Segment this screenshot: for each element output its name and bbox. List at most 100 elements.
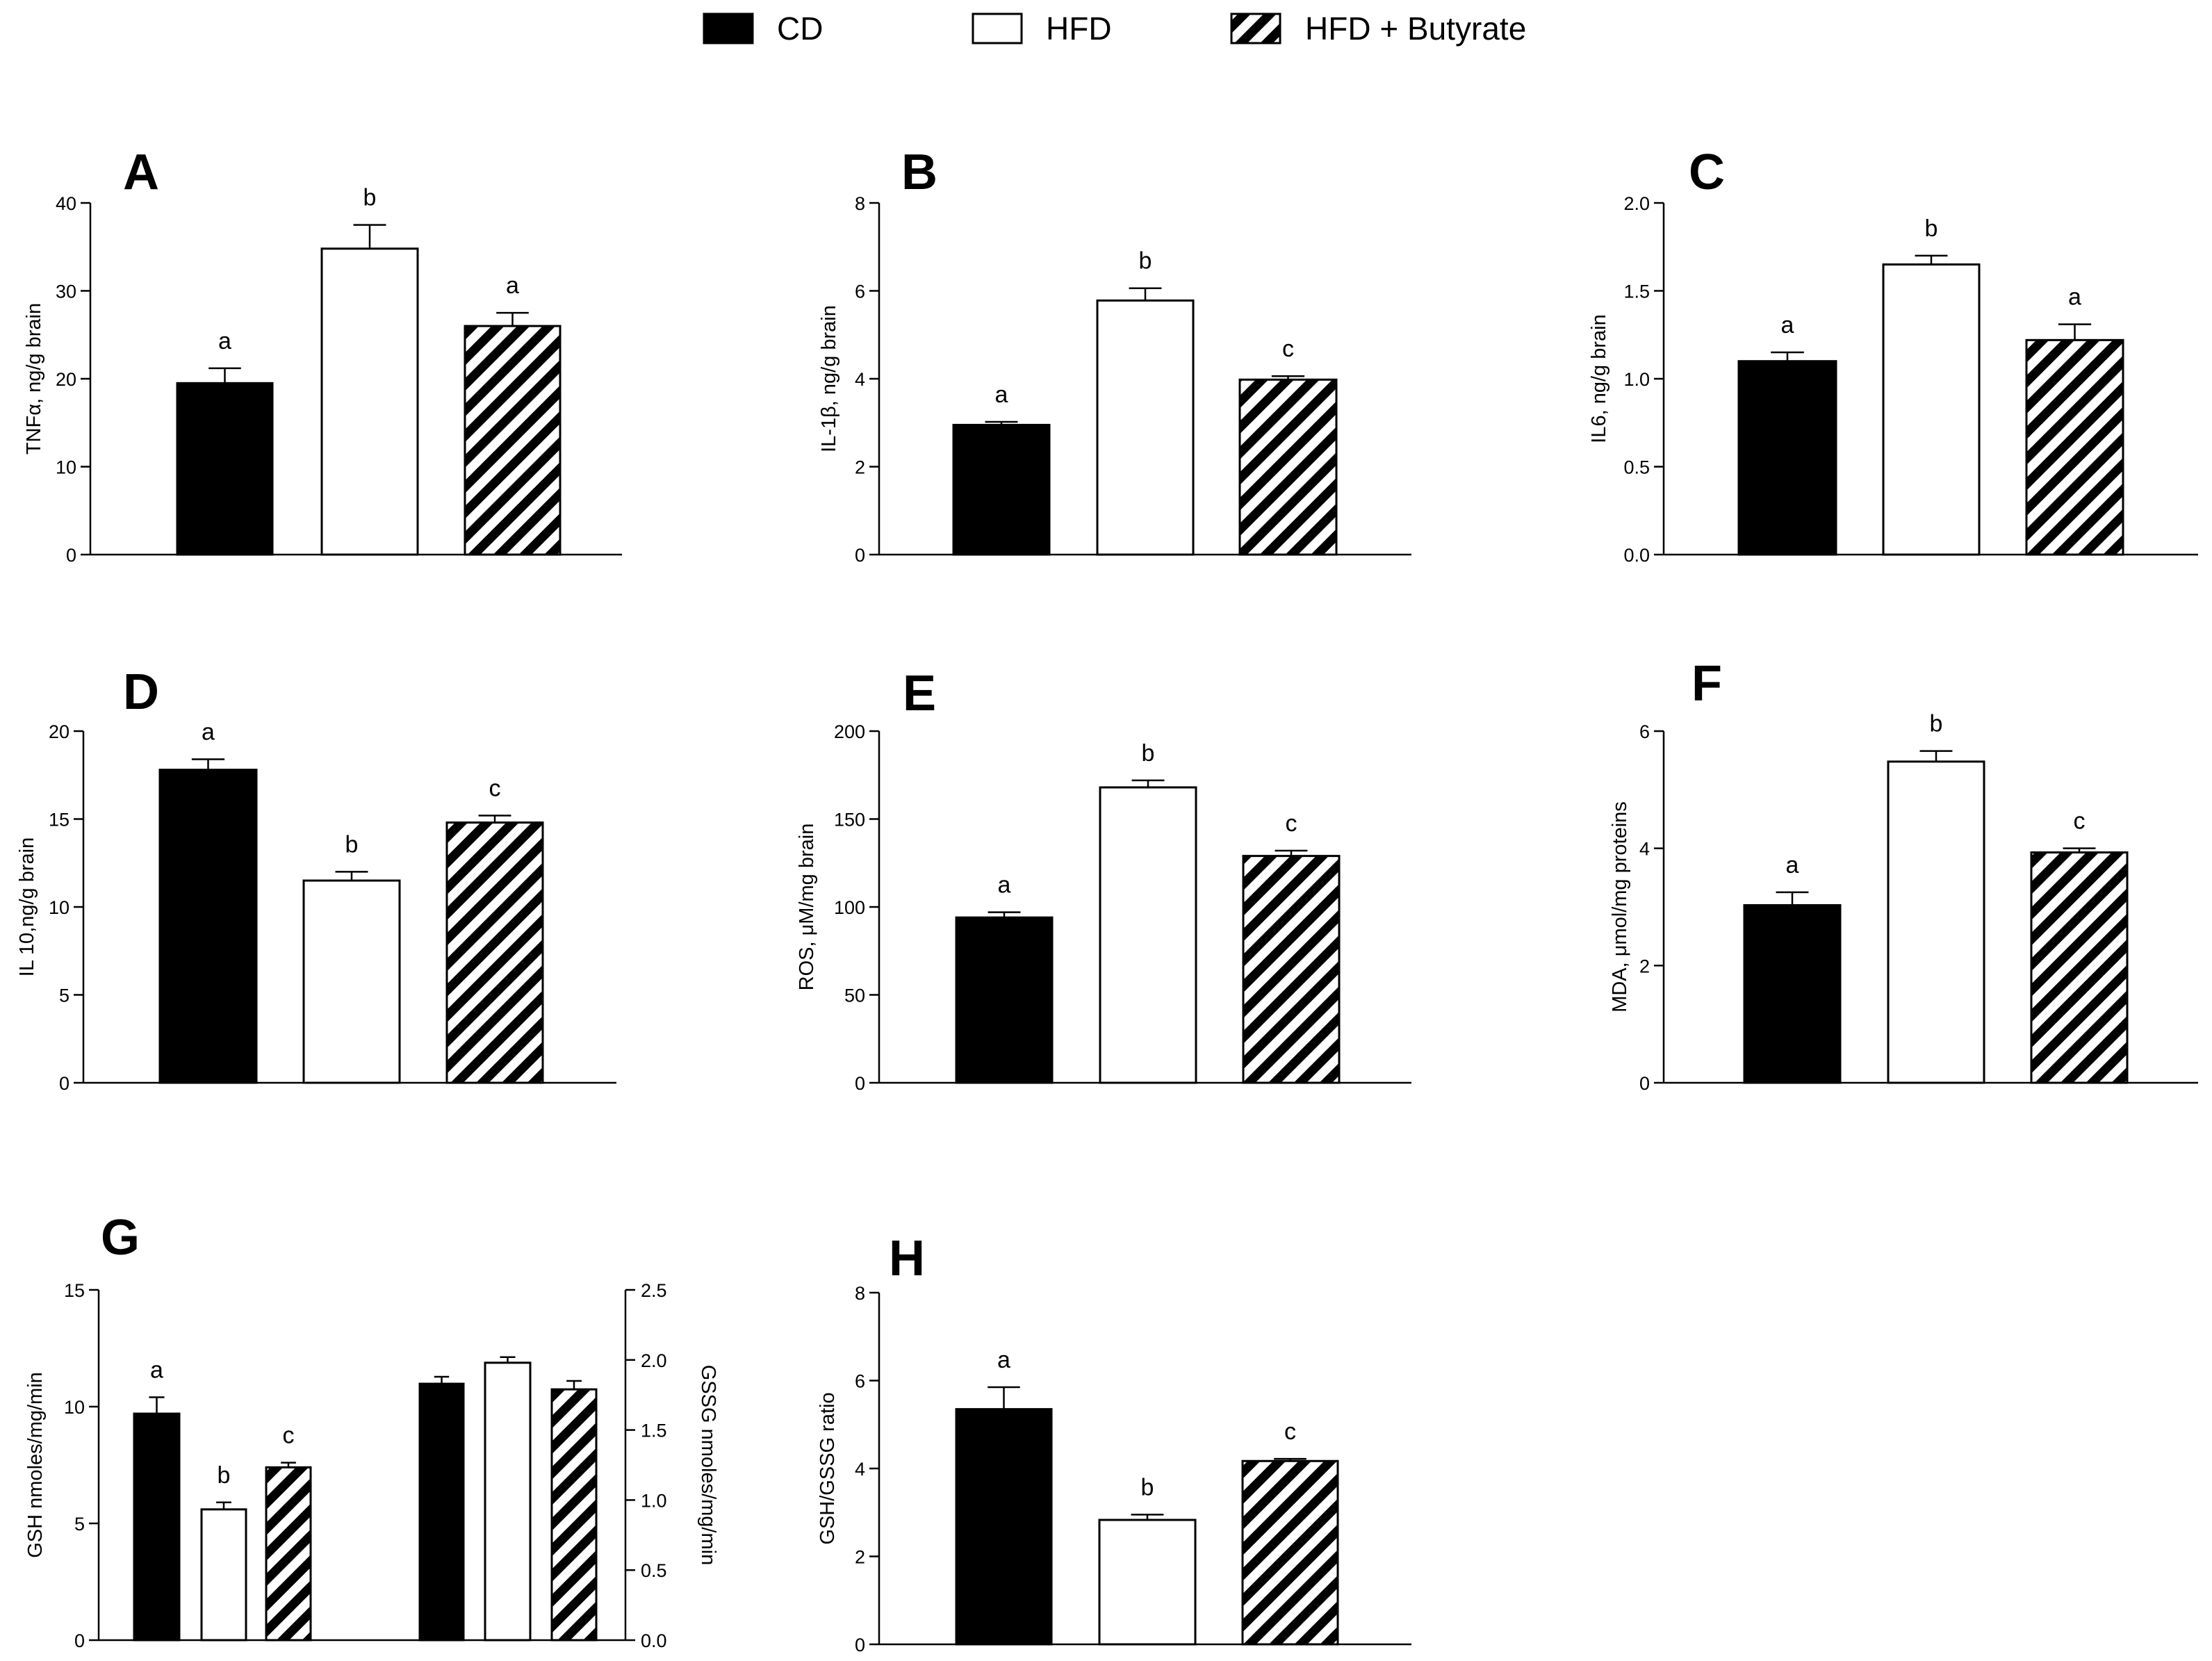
panel-c-y-axis-label: IL6, ng/g brain xyxy=(1588,314,1610,443)
panel-c-y-tick-label: 0.0 xyxy=(1623,545,1650,566)
panel-h-cd-sig-label: a xyxy=(997,1347,1010,1373)
panel-c-y-tick-label: 1.5 xyxy=(1623,281,1650,302)
panel-c-letter: C xyxy=(1689,145,1725,200)
panel-b-hfd-butyrate-sig-label: c xyxy=(1282,336,1294,362)
panel-g-y-tick-label: 15 xyxy=(64,1280,85,1301)
panel-g-gsh-hfd-butyrate-bar xyxy=(265,1466,312,1642)
panel-a-y-tick-label: 0 xyxy=(66,545,76,566)
panel-f-cd-bar xyxy=(1743,903,1842,1084)
panel-b-y-tick-label: 2 xyxy=(855,457,865,478)
panel-b-letter: B xyxy=(901,145,937,200)
panel-c-hfd-bar xyxy=(1882,263,1981,556)
panel-c-y-tick-label: 2.0 xyxy=(1623,193,1650,214)
panel-c-y-tick-label: 0.5 xyxy=(1623,457,1650,478)
panel-g-y-axis-label: GSH nmoles/mg/min xyxy=(24,1372,47,1558)
panel-e-hfd-bar xyxy=(1099,786,1197,1084)
panel-d-hfd-butyrate-sig-label: c xyxy=(489,775,501,801)
panel-d-il10-chart: D 0 5 10 15 20 IL 10,ng/g brain a b c xyxy=(16,664,616,1094)
panel-h-y-tick-label: 6 xyxy=(855,1371,865,1392)
panel-c-cd-bar xyxy=(1737,360,1837,556)
panel-e-y-axis-label: ROS, μM/mg brain xyxy=(796,824,818,991)
panel-h-cd-bar xyxy=(955,1408,1053,1646)
panel-f-hfd-butyrate-sig-label: c xyxy=(2074,808,2086,835)
panel-g-y-tick-label: 5 xyxy=(74,1514,85,1535)
panel-d-cd-bar xyxy=(158,769,258,1084)
panel-a-y-tick-label: 20 xyxy=(56,369,76,390)
panel-e-hfd-sig-label: b xyxy=(1142,740,1155,767)
panel-h-hfd-sig-label: b xyxy=(1141,1474,1154,1500)
panel-b-cd-bar xyxy=(952,423,1051,556)
panel-f-y-tick-label: 0 xyxy=(1639,1073,1650,1094)
panel-a-y-tick-label: 10 xyxy=(56,457,76,478)
panel-e-cd-sig-label: a xyxy=(998,872,1011,899)
panel-h-gsh-gssg-ratio-chart: H 0 2 4 6 8 GSH/GSSG ratio a b c xyxy=(817,1231,1411,1655)
panel-a-letter: A xyxy=(123,145,159,200)
panel-a-y-tick-label: 30 xyxy=(56,281,76,302)
panel-d-cd-sig-label: a xyxy=(202,719,215,745)
panel-e-ros-chart: E 0 50 100 150 200 ROS, μM/mg brain a b c xyxy=(796,666,1411,1094)
panel-h-y-axis-label: GSH/GSSG ratio xyxy=(817,1392,839,1544)
panel-e-cd-bar xyxy=(955,916,1054,1084)
panel-g-gssg-hfd-bar xyxy=(484,1361,532,1642)
panel-b-hfd-sig-label: b xyxy=(1139,248,1152,275)
panel-d-hfd-bar xyxy=(302,879,401,1084)
panel-f-mda-chart: F 0 2 4 6 MDA, μmol/mg proteins a b c xyxy=(1609,656,2198,1094)
panel-a-hfd-sig-label: b xyxy=(363,185,377,211)
panel-h-hfd-bar xyxy=(1098,1519,1197,1646)
panel-b-y-tick-label: 0 xyxy=(855,545,865,566)
panel-f-hfd-butyrate-bar xyxy=(2030,851,2129,1084)
panel-g-letter: G xyxy=(101,1210,140,1266)
panel-g-y2-tick-label: 1.0 xyxy=(641,1490,667,1511)
panel-a-cd-sig-label: a xyxy=(218,328,231,354)
panel-a-y-axis-label: TNFα, ng/g brain xyxy=(23,303,45,455)
panel-e-y-tick-label: 50 xyxy=(844,985,865,1006)
panel-g-gsh-hfd-butyrate-sig-label: c xyxy=(283,1423,295,1449)
panel-g-gsh-cd-sig-label: a xyxy=(150,1357,163,1384)
panel-d-y-tick-label: 20 xyxy=(49,721,69,742)
panel-b-y-tick-label: 8 xyxy=(855,193,865,214)
legend: CD HFD HFD + Butyrate xyxy=(703,10,1526,47)
panel-d-y-tick-label: 5 xyxy=(59,985,69,1006)
panel-e-letter: E xyxy=(903,666,936,721)
panel-f-letter: F xyxy=(1691,656,1722,712)
panel-e-y-tick-label: 0 xyxy=(855,1073,865,1094)
legend-swatch-hfd-butyrate xyxy=(1230,13,1281,44)
panel-h-y-tick-label: 2 xyxy=(855,1547,865,1568)
panel-b-cd-sig-label: a xyxy=(995,382,1008,408)
panel-h-hfd-butyrate-sig-label: c xyxy=(1284,1418,1296,1445)
panel-a-y-tick-label: 40 xyxy=(56,193,76,214)
panel-h-y-tick-label: 0 xyxy=(855,1635,865,1655)
panel-d-y-tick-label: 0 xyxy=(59,1073,69,1094)
panel-a-hfd-butyrate-bar xyxy=(464,325,562,556)
panel-d-letter: D xyxy=(123,664,159,720)
legend-label-hfd-butyrate: HFD + Butyrate xyxy=(1305,10,1526,47)
panel-g-y2-tick-label: 0.5 xyxy=(641,1560,667,1581)
panel-c-y-tick-label: 1.0 xyxy=(1623,369,1650,390)
panel-b-y-tick-label: 4 xyxy=(855,369,865,390)
panel-b-y-tick-label: 6 xyxy=(855,281,865,302)
panel-f-hfd-bar xyxy=(1887,760,1985,1084)
panel-h-y-tick-label: 8 xyxy=(855,1283,865,1304)
panel-d-y-axis-label: IL 10,ng/g brain xyxy=(16,837,38,976)
panel-c-hfd-butyrate-bar xyxy=(2025,338,2124,556)
panel-e-hfd-butyrate-sig-label: c xyxy=(1286,810,1297,837)
panel-f-y-axis-label: MDA, μmol/mg proteins xyxy=(1609,801,1631,1013)
panel-d-y-tick-label: 10 xyxy=(49,897,69,918)
panel-a-hfd-butyrate-sig-label: a xyxy=(506,272,519,299)
panel-b-il1-beta-chart: B 0 2 4 6 8 IL-1β, ng/g brain a b c xyxy=(818,145,1411,566)
panel-a-tnf-alpha-chart: A 0 10 20 30 40 TNFα, ng/g brain a b a xyxy=(23,145,622,566)
panel-g-gsh-cd-bar xyxy=(133,1412,181,1642)
panel-g-y2-tick-label: 1.5 xyxy=(641,1421,667,1441)
panel-g-y2-tick-label: 2.0 xyxy=(641,1350,667,1371)
panel-f-y-tick-label: 2 xyxy=(1639,956,1650,976)
panel-h-letter: H xyxy=(889,1231,925,1286)
panel-d-hfd-butyrate-bar xyxy=(445,821,544,1084)
panel-d-hfd-sig-label: b xyxy=(345,831,359,858)
panel-a-cd-bar xyxy=(176,382,274,556)
panel-c-hfd-sig-label: b xyxy=(1925,215,1938,242)
panel-b-hfd-bar xyxy=(1096,299,1195,556)
panel-e-y-tick-label: 100 xyxy=(834,897,865,918)
panel-g-y-tick-label: 0 xyxy=(74,1630,85,1651)
panel-g-gssg-cd-bar xyxy=(418,1382,465,1642)
legend-label-hfd: HFD xyxy=(1046,10,1112,47)
